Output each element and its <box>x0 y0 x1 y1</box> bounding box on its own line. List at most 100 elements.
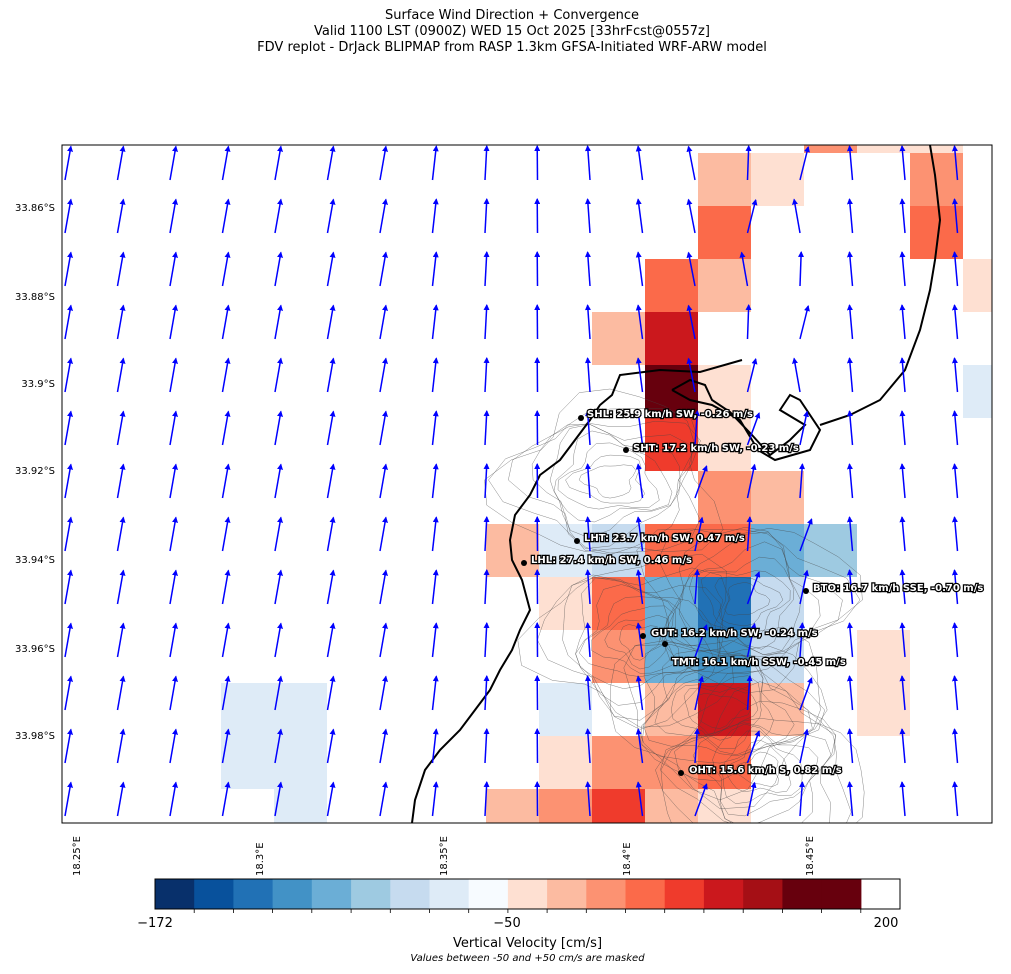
convergence-cell <box>592 789 645 823</box>
convergence-cell <box>274 736 327 789</box>
wind-arrow <box>431 251 439 287</box>
lat-label: 33.96°S <box>15 644 55 655</box>
wind-arrow <box>431 569 439 605</box>
wind-arrow <box>694 675 704 711</box>
wind-arrow <box>846 622 854 658</box>
wind-arrow <box>379 781 388 817</box>
colorbar-segment <box>233 879 274 909</box>
title-line-1: Surface Wind Direction + Convergence <box>384 8 640 23</box>
wind-arrow <box>899 781 906 817</box>
colorbar <box>154 878 901 913</box>
wind-arrow <box>899 198 906 234</box>
wind-arrow <box>169 622 178 658</box>
coast-line <box>819 145 942 426</box>
convergence-cell <box>539 683 592 736</box>
wind-arrow <box>746 730 761 764</box>
terrain-contour <box>655 681 852 823</box>
colorbar-segment <box>311 879 352 909</box>
station-lhl[interactable]: LHL: 27.4 km/h SW, 0.46 m/s <box>521 554 693 567</box>
station-label: LHL: 27.4 km/h SW, 0.46 m/s <box>531 555 692 566</box>
terrain-contour <box>658 529 861 675</box>
wind-arrow <box>483 304 490 340</box>
wind-arrow <box>379 410 388 446</box>
wind-arrow <box>116 675 126 711</box>
station-sht[interactable]: SHT: 17.2 km/h SW, -0.23 m/s <box>623 442 800 455</box>
convergence-cell <box>751 471 804 524</box>
station-tmt[interactable]: TMT: 16.1 km/h SSW, -0.45 m/s <box>662 641 847 669</box>
wind-arrow <box>746 781 757 817</box>
wind-arrow <box>799 518 813 552</box>
wind-arrow <box>431 198 439 234</box>
station-lht[interactable]: LHT: 23.7 km/h SW, 0.47 m/s <box>574 532 746 545</box>
wind-arrow <box>64 357 73 393</box>
convergence-cell <box>804 524 857 577</box>
wind-arrow <box>846 516 854 552</box>
convergence-cell <box>486 789 539 823</box>
wind-arrow <box>584 516 591 552</box>
convergence-cell <box>751 577 804 630</box>
station-shl[interactable]: SHL: 25.9 km/h SW, -0.26 m/s <box>578 408 754 421</box>
wind-arrow <box>64 728 73 764</box>
convergence-cell <box>486 524 539 577</box>
colorbar-segment <box>743 879 783 909</box>
wind-arrow <box>635 675 644 711</box>
wind-arrow <box>746 622 757 658</box>
wind-arrow <box>221 410 231 446</box>
wind-arrow <box>694 569 701 605</box>
wind-arrow <box>951 516 959 552</box>
wind-arrow <box>64 569 73 605</box>
wind-arrow <box>116 463 126 499</box>
wind-arrow <box>746 675 753 711</box>
wind-arrow <box>951 198 959 234</box>
wind-arrow <box>64 304 73 340</box>
wind-arrow <box>274 569 283 605</box>
wind-arrow <box>274 463 283 499</box>
wind-arrow <box>694 728 701 764</box>
station-oht[interactable]: OHT: 15.6 km/h S, 0.82 m/s <box>678 764 843 777</box>
lat-label: 33.94°S <box>15 555 55 566</box>
wind-arrow <box>116 622 126 658</box>
lon-label: 18.4°E <box>622 842 633 876</box>
colorbar-segment <box>821 879 862 909</box>
station-gut[interactable]: GUT: 16.2 km/h SW, -0.24 m/s <box>640 627 819 640</box>
wind-arrow <box>951 675 959 711</box>
station-bto[interactable]: BTO: 16.7 km/h SSE, -0.70 m/s <box>803 582 985 595</box>
latitude-axis: 33.86°S 33.88°S 33.9°S 33.92°S 33.94°S 3… <box>15 203 55 742</box>
wind-arrow <box>746 516 753 552</box>
station-label: GUT: 16.2 km/h SW, -0.24 m/s <box>651 628 818 639</box>
convergence-cells <box>221 145 992 823</box>
convergence-cell <box>539 524 592 577</box>
convergence-cell <box>698 736 751 789</box>
wind-arrow <box>799 781 806 817</box>
coastline <box>411 145 942 823</box>
convergence-cell <box>274 789 327 823</box>
terrain-contour <box>714 576 784 627</box>
terrain-contour <box>578 464 637 499</box>
wind-arrow <box>379 145 388 181</box>
terrain-contour <box>553 430 673 523</box>
wind-arrow <box>584 569 591 605</box>
wind-arrow <box>483 410 490 446</box>
wind-arrow <box>899 357 906 393</box>
colorbar-segment <box>664 879 705 909</box>
wind-arrow <box>64 198 73 234</box>
terrain-contour <box>721 730 803 804</box>
wind-arrow <box>483 728 490 764</box>
wind-arrow <box>584 622 591 658</box>
wind-arrow <box>846 251 854 287</box>
lon-label: 18.35°E <box>439 836 450 876</box>
wind-arrow <box>694 783 708 817</box>
wind-arrow <box>584 304 591 340</box>
wind-arrow <box>379 516 388 552</box>
colorbar-segment <box>351 879 391 909</box>
convergence-cell <box>592 736 645 789</box>
terrain-contour <box>654 663 774 756</box>
wind-arrow <box>846 198 854 234</box>
wind-arrow <box>483 145 490 181</box>
colorbar-tick-min: −172 <box>137 916 173 931</box>
station-label: SHT: 17.2 km/h SW, -0.23 m/s <box>633 443 799 454</box>
wind-arrow <box>221 145 231 181</box>
wind-arrow <box>483 569 490 605</box>
wind-arrow <box>951 622 959 658</box>
